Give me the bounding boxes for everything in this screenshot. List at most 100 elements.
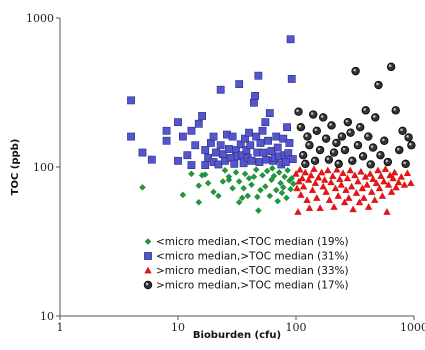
point-diamond xyxy=(252,166,260,173)
point-circle xyxy=(368,143,378,152)
point-square xyxy=(228,132,237,141)
point-diamond xyxy=(272,186,280,194)
point-circle xyxy=(366,160,375,169)
point-triangle xyxy=(308,186,317,193)
point-square xyxy=(247,156,256,165)
point-square xyxy=(287,75,296,83)
point-square xyxy=(245,128,253,137)
point-diamond xyxy=(240,184,247,192)
point-circle-highlight xyxy=(305,134,308,137)
point-square xyxy=(127,132,135,141)
point-square xyxy=(230,159,239,168)
point-circle-highlight xyxy=(312,158,316,162)
point-circle xyxy=(346,128,355,137)
legend-marker-circle-highlight xyxy=(145,282,149,286)
point-diamond xyxy=(215,192,222,200)
point-diamond xyxy=(287,185,294,193)
point-diamond xyxy=(229,184,236,192)
point-circle xyxy=(340,145,350,155)
point-triangle xyxy=(337,181,345,188)
point-square xyxy=(262,155,271,164)
point-triangle xyxy=(352,189,361,196)
point-diamond xyxy=(179,191,187,199)
point-triangle xyxy=(360,194,368,201)
point-triangle xyxy=(319,182,327,190)
point-square xyxy=(255,158,264,166)
point-triangle xyxy=(369,175,377,182)
point-diamond xyxy=(278,189,286,197)
point-triangle xyxy=(322,188,330,195)
point-diamond xyxy=(266,192,274,200)
point-circle-highlight xyxy=(366,134,369,137)
point-circle xyxy=(374,80,383,90)
point-diamond xyxy=(235,198,243,206)
point-circle xyxy=(376,151,385,160)
point-circle-highlight xyxy=(355,142,359,146)
point-square xyxy=(147,155,156,164)
point-circle-highlight xyxy=(403,161,406,165)
point-circle xyxy=(324,155,334,164)
point-circle-highlight xyxy=(409,142,412,146)
series-square xyxy=(127,35,297,169)
point-triangle xyxy=(400,181,409,188)
point-circle-highlight xyxy=(406,135,409,138)
point-square xyxy=(285,139,294,147)
series-diamond xyxy=(139,165,297,214)
point-triangle xyxy=(354,177,362,185)
point-circle-highlight xyxy=(323,136,327,139)
data-points xyxy=(127,35,416,215)
point-triangle xyxy=(297,191,305,198)
point-triangle xyxy=(321,176,329,183)
point-square xyxy=(127,96,135,105)
legend-entry: >micro median,<TOC median (33%) xyxy=(156,265,349,277)
point-triangle xyxy=(334,192,342,199)
point-circle xyxy=(351,66,360,76)
point-circle xyxy=(343,117,353,127)
point-triangle xyxy=(298,174,306,182)
point-square xyxy=(261,118,270,127)
point-circle-highlight xyxy=(360,153,364,157)
point-circle-highlight xyxy=(363,108,367,111)
x-tick-label: 100 xyxy=(286,321,307,334)
point-circle xyxy=(310,156,320,166)
point-circle-highlight xyxy=(393,108,397,111)
point-triangle xyxy=(293,184,301,192)
point-triangle xyxy=(392,183,400,191)
point-circle-highlight xyxy=(357,124,361,128)
point-diamond xyxy=(279,184,287,191)
point-diamond xyxy=(221,167,229,174)
point-diamond xyxy=(232,169,240,176)
point-circle-highlight xyxy=(331,150,335,153)
point-square xyxy=(236,140,245,149)
point-square xyxy=(187,161,196,169)
point-square xyxy=(254,71,263,80)
point-circle xyxy=(398,126,407,135)
point-square xyxy=(239,159,248,168)
point-circle-highlight xyxy=(385,159,389,163)
point-circle-highlight xyxy=(400,128,403,132)
point-circle-highlight xyxy=(298,124,302,128)
point-circle xyxy=(361,106,370,115)
point-circle xyxy=(334,159,343,169)
point-square xyxy=(286,35,295,44)
point-diamond xyxy=(250,173,258,181)
point-diamond xyxy=(257,186,264,194)
point-triangle xyxy=(342,186,350,193)
point-circle-highlight xyxy=(396,147,400,151)
point-circle-highlight xyxy=(300,152,304,156)
point-circle-highlight xyxy=(320,115,324,118)
point-triangle xyxy=(365,203,373,210)
point-circle xyxy=(305,141,314,150)
series-circle xyxy=(294,62,416,169)
point-diamond xyxy=(284,167,291,174)
point-triangle xyxy=(305,204,314,211)
point-diamond xyxy=(270,172,278,180)
point-circle xyxy=(296,122,306,132)
point-diamond xyxy=(275,169,283,176)
point-square xyxy=(214,160,223,169)
point-square xyxy=(273,143,282,152)
legend-entry: >micro median,>TOC median (17%) xyxy=(156,280,349,292)
point-circle-highlight xyxy=(326,157,330,160)
point-circle-highlight xyxy=(348,130,351,133)
series-triangle xyxy=(292,165,415,215)
